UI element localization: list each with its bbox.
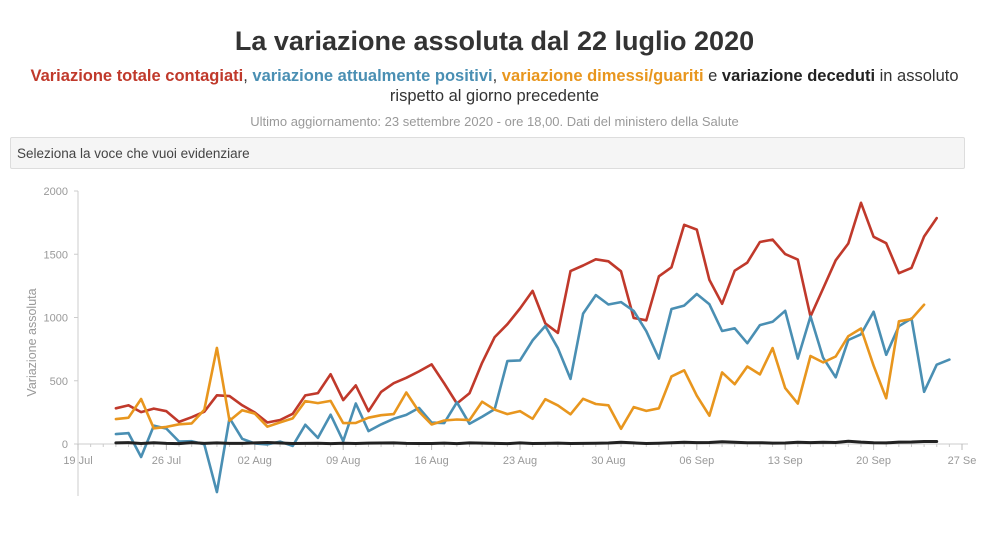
- y-axis: 0 500 1000 1500 2000 Variazione assoluta: [25, 186, 79, 496]
- x-tick-label: 23 Aug: [503, 455, 537, 467]
- x-axis: 19 Jul 26 Jul 02 Aug 09 Aug 16 Aug 23 Aug 30 A…: [63, 443, 977, 467]
- y-tick-label: 2000: [44, 186, 68, 198]
- series-line: [114, 439, 939, 446]
- series-line: [114, 201, 939, 424]
- x-tick-label: 16 Aug: [414, 455, 448, 467]
- x-tick-label: 26 Jul: [152, 455, 181, 467]
- subtitle-rest: in assoluto rispetto al giorno precedent…: [389, 67, 959, 105]
- x-tick-label: 06 Sep: [679, 455, 714, 467]
- series-lines: [114, 201, 951, 494]
- y-tick-label: 500: [50, 376, 68, 388]
- subtitle-separator: e: [703, 67, 722, 85]
- chart-subtitle: Variazione totale contagiati, variazione…: [20, 66, 969, 106]
- line-chart: 0 500 1000 1500 2000 Variazione assoluta 19 J…: [25, 186, 977, 496]
- legend-deceased[interactable]: variazione deceduti: [721, 67, 876, 85]
- x-tick-label: 13 Sep: [768, 455, 803, 467]
- x-tick-label: 19 Jul: [63, 455, 92, 467]
- x-tick-label: 09 Aug: [326, 455, 360, 467]
- y-tick-label: 1500: [44, 249, 68, 261]
- series-line: [114, 303, 926, 431]
- x-tick-label: 02 Aug: [238, 455, 272, 467]
- legend-total-infected[interactable]: Variazione totale contagiati: [30, 67, 244, 85]
- x-tick-label: 20 Sep: [856, 455, 891, 467]
- legend-recovered[interactable]: variazione dimessi/guariti: [501, 67, 704, 85]
- y-tick-label: 0: [62, 439, 68, 451]
- subtitle-separator: ,: [492, 67, 502, 85]
- last-updated-note: Ultimo aggiornamento: 23 settembre 2020 …: [250, 114, 739, 129]
- highlight-select[interactable]: Seleziona la voce che vuoi evidenziare: [10, 137, 965, 169]
- subtitle-separator: ,: [243, 67, 253, 85]
- y-axis-title: Variazione assoluta: [25, 288, 39, 396]
- x-tick-label: 27 Se: [948, 455, 977, 467]
- legend-currently-positive[interactable]: variazione attualmente positivi: [252, 67, 493, 85]
- y-tick-label: 1000: [44, 313, 68, 325]
- x-tick-label: 30 Aug: [591, 455, 625, 467]
- chart-title: La variazione assoluta dal 22 luglio 202…: [234, 26, 755, 56]
